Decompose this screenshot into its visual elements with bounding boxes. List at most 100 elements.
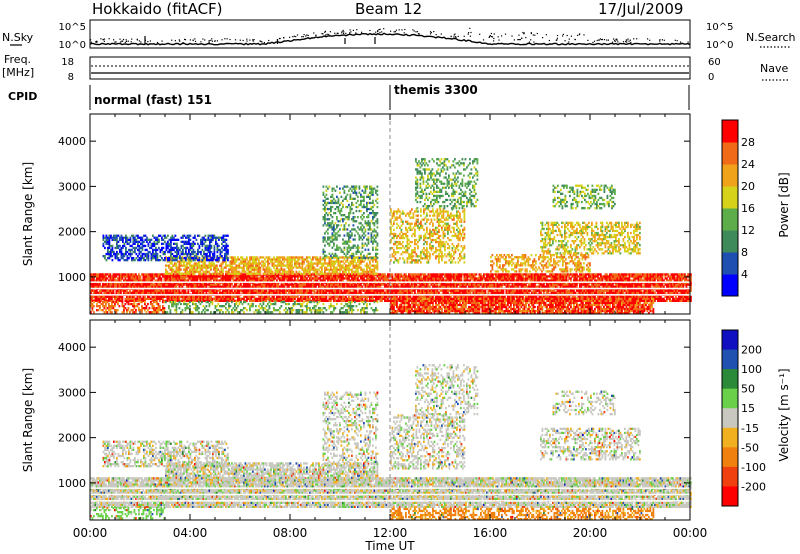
- nsearch-point: [662, 39, 663, 40]
- scatter-cell: [315, 286, 317, 288]
- nsearch-point: [383, 28, 384, 29]
- scatter-cell: [425, 273, 427, 275]
- nsearch-point: [195, 41, 196, 42]
- nsearch-point: [100, 38, 101, 39]
- scatter-cell: [309, 298, 311, 300]
- nsearch-point: [455, 37, 456, 38]
- cpid-segment-2: themis 3300: [394, 83, 478, 97]
- scatter-cell: [122, 296, 124, 298]
- scatter-cell: [162, 298, 164, 300]
- scatter-cell: [251, 298, 253, 300]
- nsearch-point: [261, 41, 262, 42]
- scatter-cell: [243, 298, 245, 300]
- nsearch-point: [612, 42, 613, 43]
- nsearch-point: [453, 36, 454, 37]
- scatter-cell: [105, 275, 107, 277]
- nsearch-point: [123, 39, 124, 40]
- scatter-cell: [210, 279, 212, 281]
- nsearch-point: [325, 34, 326, 35]
- nsearch-point: [522, 32, 523, 33]
- scatter-cell: [357, 277, 359, 279]
- scatter-cell: [231, 290, 233, 292]
- scatter-cell: [125, 277, 127, 279]
- nsearch-point: [289, 37, 290, 38]
- scatter-cell: [429, 286, 431, 288]
- nsearch-point: [468, 32, 469, 33]
- scatter-cell: [626, 275, 628, 277]
- nsearch-point: [594, 41, 595, 42]
- nsearch-point: [562, 35, 563, 36]
- scatter-cell: [600, 273, 602, 275]
- scatter-cell: [231, 284, 233, 286]
- nsearch-point: [301, 36, 302, 37]
- scatter-cell: [144, 296, 146, 298]
- scatter-cell: [416, 279, 418, 281]
- scatter-cell: [501, 286, 503, 288]
- scatter-cell: [396, 296, 398, 298]
- nsearch-point: [179, 39, 180, 40]
- nsearch-point: [297, 34, 298, 35]
- nsearch-point: [350, 29, 351, 30]
- scatter-cell: [629, 277, 631, 279]
- scatter-cell: [411, 292, 413, 294]
- nsearch-point: [395, 31, 396, 32]
- scatter-cell: [428, 284, 430, 286]
- scatter-cell: [576, 273, 578, 275]
- nsearch-point: [126, 41, 127, 42]
- scatter-cell: [591, 279, 593, 281]
- nsearch-point: [630, 42, 631, 43]
- nsearch-point: [350, 31, 351, 32]
- scatter-cell: [380, 279, 382, 281]
- nsearch-point: [602, 39, 603, 40]
- nsearch-point: [688, 42, 689, 43]
- scatter-cell: [122, 298, 124, 300]
- freq-label: Freq.: [4, 53, 31, 66]
- site-title: Hokkaido (fitACF): [92, 0, 223, 18]
- scatter-cell: [188, 292, 190, 294]
- cpid-segment-1: normal (fast) 151: [94, 93, 212, 107]
- nsearch-point: [214, 41, 215, 42]
- scatter-cell: [372, 298, 374, 300]
- nsearch-point: [221, 39, 222, 40]
- scatter-cell: [414, 292, 416, 294]
- scatter-cell: [380, 286, 382, 288]
- nsearch-point: [579, 33, 580, 34]
- nsearch-point: [193, 40, 194, 41]
- nsearch-point: [259, 40, 260, 41]
- scatter-cell: [323, 284, 325, 286]
- scatter-cell: [608, 296, 610, 298]
- scatter-cell: [233, 298, 235, 300]
- nsearch-point: [414, 30, 415, 31]
- nsearch-point: [412, 29, 413, 30]
- scatter-cell: [285, 292, 287, 294]
- scatter-cell: [284, 286, 286, 288]
- scatter-cell: [324, 279, 326, 281]
- scatter-cell: [573, 290, 575, 292]
- nsearch-point: [525, 37, 526, 38]
- nsearch-point: [479, 34, 480, 35]
- scatter-cell: [575, 292, 577, 294]
- nsearch-point: [140, 41, 141, 42]
- scatter-cell: [161, 279, 163, 281]
- scatter-cell: [350, 290, 352, 292]
- scatter-cell: [219, 290, 221, 292]
- scatter-cell: [540, 292, 542, 294]
- nsearch-point: [493, 40, 494, 41]
- nave-tick-top: 60: [708, 57, 721, 68]
- nsearch-point: [102, 39, 103, 40]
- scatter-cell: [135, 273, 137, 275]
- scatter-cell: [503, 290, 505, 292]
- scatter-cell: [416, 284, 418, 286]
- scatter-cell: [522, 275, 524, 277]
- nsearch-point: [369, 30, 370, 31]
- scatter-cell: [210, 296, 212, 298]
- scatter-cell: [278, 284, 280, 286]
- nsearch-point: [587, 40, 588, 41]
- nsky-label: N.Sky: [2, 31, 34, 44]
- scatter-cell: [543, 300, 545, 302]
- nsearch-point: [295, 36, 296, 37]
- nsearch-point: [227, 38, 228, 39]
- scatter-cell: [447, 292, 449, 294]
- nsearch-point: [592, 42, 593, 43]
- scatter-cell: [317, 275, 319, 277]
